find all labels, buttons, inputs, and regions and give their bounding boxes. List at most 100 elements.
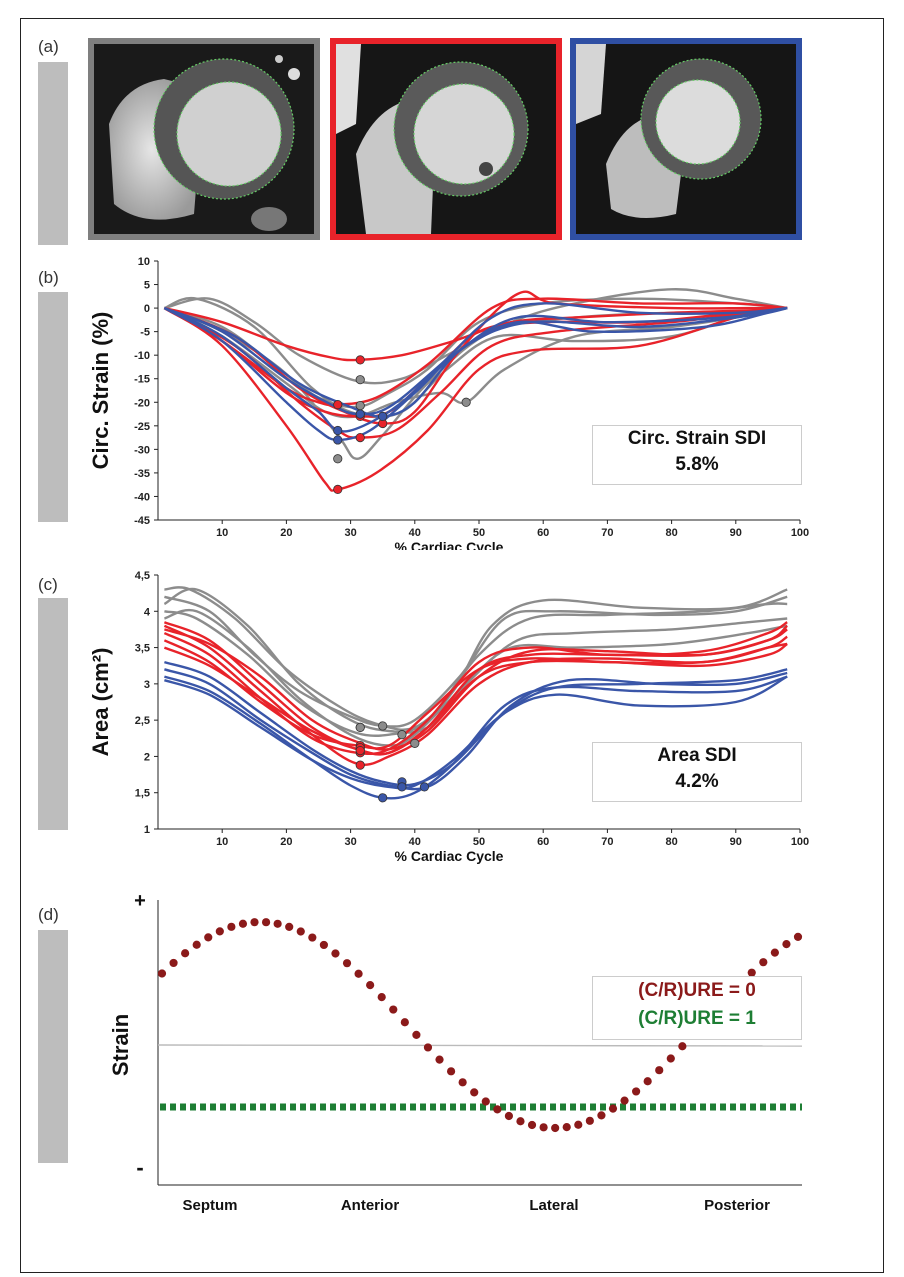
ure-0-point (181, 949, 190, 958)
y-tick-label: 3 (144, 679, 150, 691)
x-tick-label: 20 (280, 527, 292, 539)
y-tick-label: -10 (134, 350, 150, 362)
reference-line (157, 1044, 803, 1047)
ure-0-point (250, 918, 259, 927)
y-tick-label: 5 (144, 280, 150, 292)
y-tick-label: -20 (134, 397, 150, 409)
ure-0-point (238, 919, 248, 928)
y-tick-label: 4,5 (135, 570, 150, 582)
panel-label-b: (b) (38, 268, 59, 287)
strain-sdi-title: Circ. Strain SDI (627, 428, 767, 449)
area-sdi-title: Area SDI (657, 745, 737, 766)
series-line-red (163, 306, 788, 492)
area-sdi-value: 4.2% (675, 771, 719, 792)
ure-0-point (493, 1105, 502, 1114)
ure-0-point (551, 1123, 560, 1133)
peak-marker-red (355, 432, 365, 443)
x-tick-label: 60 (537, 527, 549, 539)
ure-0-point (759, 958, 768, 967)
ure-0-point (562, 1123, 571, 1132)
strain-sdi-value: 5.8% (675, 454, 719, 475)
x-tick-label: 90 (730, 527, 742, 539)
x-tick-label: 70 (601, 836, 613, 848)
peak-marker-blue (333, 435, 343, 445)
ure-0-point (597, 1111, 606, 1120)
y-axis-label: Area (cm²) (88, 648, 113, 757)
mri-image-gray (88, 38, 320, 240)
x-tick-label: 90 (730, 836, 742, 848)
ure-0-point (342, 959, 352, 968)
ure-0-point (215, 927, 224, 936)
peak-marker-gray (333, 454, 343, 464)
peak-marker-blue (378, 411, 388, 421)
y-tick-label: -45 (134, 515, 150, 527)
ure-0-point (400, 1018, 409, 1027)
sidebar-a (38, 62, 68, 245)
ure-0-point (377, 993, 386, 1002)
y-tick-label: 4 (144, 606, 151, 618)
ure-0-point (296, 927, 305, 936)
ure-0-point (793, 932, 803, 941)
x-tick-label: 100 (791, 836, 809, 848)
ure-0-point (435, 1055, 444, 1064)
series-line-red (163, 639, 788, 750)
ure-0-point (273, 919, 282, 928)
ure-0-point (504, 1111, 514, 1121)
series-line-blue (163, 302, 788, 416)
x-tick-label: 10 (216, 527, 228, 539)
x-tick-label: 40 (409, 527, 421, 539)
ure-0-point (585, 1116, 594, 1125)
ure-0-point (516, 1117, 525, 1126)
y-tick-label: 10 (138, 256, 150, 268)
ure-1-legend: (C/R)URE = 1 (638, 1008, 756, 1029)
ure-0-point (319, 940, 328, 950)
sidebar-d (38, 930, 68, 1163)
ure-0-point (678, 1042, 687, 1051)
x-tick-label: 70 (601, 527, 613, 539)
panel-label-d: (d) (38, 905, 59, 924)
series-line-blue (163, 306, 788, 418)
x-tick-label: 40 (409, 836, 421, 848)
peak-marker-gray (397, 730, 407, 740)
series-line-blue (163, 306, 788, 433)
peak-marker-red (355, 746, 365, 756)
ure-0-point (643, 1077, 652, 1086)
y-tick-label: 1 (144, 824, 150, 836)
x-tick-label: 80 (665, 527, 677, 539)
ure-0-point (366, 981, 375, 990)
peak-marker-gray (355, 400, 365, 411)
series-line-red (163, 642, 788, 756)
y-tick-label: 2 (144, 751, 150, 763)
ure-0-point (331, 949, 340, 958)
y-top-label: + (134, 890, 146, 912)
ure-0-point (308, 933, 317, 942)
ure-0-point (169, 958, 178, 968)
x-tick-label: Anterior (341, 1197, 400, 1214)
ure-0-point (527, 1120, 537, 1130)
y-axis-label: Strain (108, 1014, 133, 1076)
peak-marker-gray (355, 375, 365, 385)
ure-0-point (666, 1054, 675, 1063)
ure-0-point (412, 1030, 421, 1040)
mri-image-blue (570, 38, 802, 240)
x-axis-label: % Cardiac Cycle (395, 539, 504, 550)
ure-0-point (192, 940, 201, 949)
panel-label-a: (a) (38, 37, 59, 56)
ure-0-point (470, 1088, 479, 1097)
figure-frame (20, 18, 884, 1273)
x-tick-label: 30 (344, 527, 356, 539)
series-line-gray (164, 602, 788, 737)
ure-0-point (227, 922, 236, 931)
series-line-red (164, 624, 789, 751)
ure-0-point (389, 1005, 398, 1014)
x-tick-label: 50 (473, 527, 485, 539)
area-sdi-box: Area SDI 4.2% (592, 742, 802, 802)
y-tick-label: 2,5 (135, 715, 150, 727)
sidebar-c (38, 598, 68, 830)
peak-marker-gray (378, 721, 388, 731)
y-tick-label: -35 (134, 468, 150, 480)
ure-legend: (C/R)URE = 0 (C/R)URE = 1 (592, 976, 802, 1040)
area-chart: 4,5 4 3,5 3 2,5 2 1,5 1 10 20 30 40 50 60 70 80 90 100 % C… (88, 570, 809, 864)
y-tick-label: 0 (144, 303, 150, 315)
